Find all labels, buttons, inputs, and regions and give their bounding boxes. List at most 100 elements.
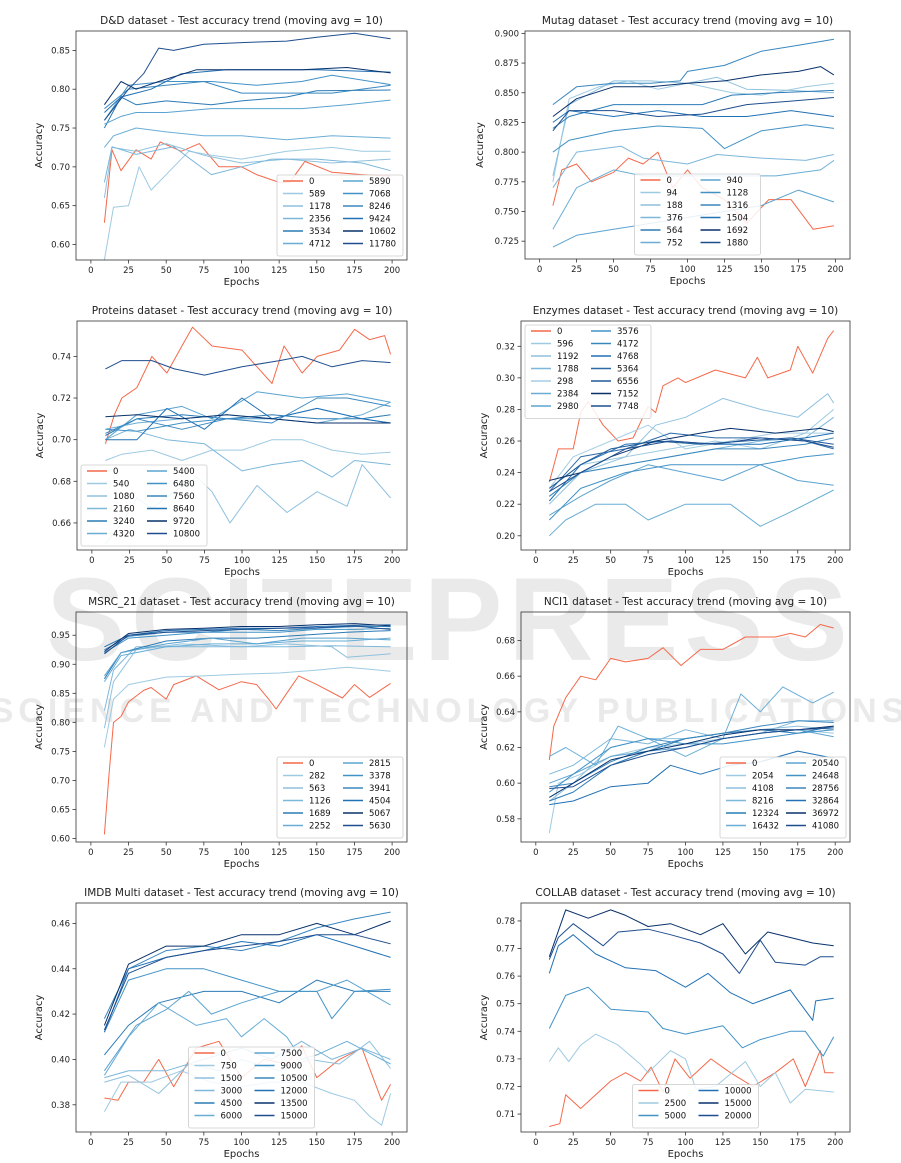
legend-item[interactable]: 4172: [591, 340, 639, 350]
legend-item[interactable]: 20540: [786, 759, 839, 769]
legend-label: 6480: [173, 480, 195, 490]
legend-item[interactable]: 16432: [726, 822, 779, 832]
legend-item[interactable]: 3378: [343, 772, 391, 782]
legend-item[interactable]: 1692: [700, 226, 749, 236]
legend-item[interactable]: 10602: [343, 227, 396, 237]
legend-item[interactable]: 6556: [591, 377, 639, 387]
legend-item[interactable]: 5067: [343, 809, 391, 819]
legend-item[interactable]: 1316: [700, 201, 749, 211]
legend-item[interactable]: 3576: [591, 327, 639, 337]
legend-item[interactable]: 2356: [283, 215, 331, 225]
legend-item[interactable]: 3941: [343, 784, 391, 794]
legend-item[interactable]: 24648: [786, 772, 839, 782]
legend-item[interactable]: 2160: [87, 505, 135, 515]
y-tick-label: 0.775: [495, 178, 519, 188]
legend-item[interactable]: 376: [640, 214, 683, 224]
legend-item[interactable]: 6480: [147, 480, 195, 490]
legend-item[interactable]: 1689: [283, 809, 331, 819]
legend-item[interactable]: 5890: [343, 177, 391, 187]
legend-item[interactable]: 5630: [343, 822, 391, 832]
legend-item[interactable]: 7068: [343, 190, 391, 200]
legend-item[interactable]: 8246: [343, 202, 391, 212]
legend-item[interactable]: 15000: [254, 1112, 308, 1122]
legend-item[interactable]: 7500: [254, 1049, 303, 1059]
legend-item[interactable]: 1788: [531, 365, 579, 375]
legend-item[interactable]: 3000: [194, 1087, 243, 1097]
legend-item[interactable]: 10500: [254, 1074, 308, 1084]
legend-item[interactable]: 9720: [147, 517, 195, 527]
legend-item[interactable]: 15000: [698, 1099, 752, 1109]
legend-item[interactable]: 1192: [531, 352, 579, 362]
legend-item[interactable]: 752: [640, 239, 683, 249]
legend-item[interactable]: 188: [640, 201, 683, 211]
y-tick-label: 0.725: [495, 237, 519, 247]
legend-item[interactable]: 0: [194, 1049, 226, 1059]
legend-item[interactable]: 12324: [726, 809, 779, 819]
legend-item[interactable]: 0: [726, 759, 757, 769]
legend-item[interactable]: 12000: [254, 1087, 308, 1097]
legend-item[interactable]: 6000: [194, 1112, 243, 1122]
legend-item[interactable]: 4320: [87, 530, 135, 540]
legend-item[interactable]: 1126: [283, 797, 331, 807]
legend-item[interactable]: 9000: [254, 1062, 303, 1072]
legend-item[interactable]: 1128: [700, 189, 749, 199]
legend-item[interactable]: 32864: [786, 797, 839, 807]
legend-item[interactable]: 4712: [283, 240, 331, 250]
legend-item[interactable]: 2815: [343, 759, 391, 769]
legend-item[interactable]: 750: [194, 1062, 237, 1072]
legend-item[interactable]: 10000: [698, 1087, 752, 1097]
legend-item[interactable]: 0: [283, 177, 314, 187]
legend-item[interactable]: 11780: [343, 240, 396, 250]
legend-item[interactable]: 5400: [147, 467, 195, 477]
legend-item[interactable]: 4504: [343, 797, 391, 807]
legend-item[interactable]: 940: [700, 176, 743, 186]
legend-item[interactable]: 3240: [87, 517, 135, 527]
legend-item[interactable]: 1178: [283, 202, 331, 212]
legend-item[interactable]: 3534: [283, 227, 331, 237]
legend-item[interactable]: 2054: [726, 772, 774, 782]
legend-item[interactable]: 7748: [591, 402, 639, 412]
legend-item[interactable]: 7560: [147, 492, 195, 502]
legend-item[interactable]: 0: [531, 327, 562, 337]
legend-item[interactable]: 28756: [786, 784, 839, 794]
legend-item[interactable]: 4108: [726, 784, 774, 794]
series-line-12000: [103, 934, 391, 1033]
legend-item[interactable]: 8640: [147, 505, 195, 515]
legend-item[interactable]: 596: [531, 340, 573, 350]
legend-item[interactable]: 2500: [638, 1099, 687, 1109]
legend-item[interactable]: 41080: [786, 822, 839, 832]
legend-item[interactable]: 589: [283, 190, 325, 200]
legend-label: 596: [557, 340, 573, 350]
legend-item[interactable]: 298: [531, 377, 573, 387]
legend-item[interactable]: 36972: [786, 809, 839, 819]
legend-item[interactable]: 563: [283, 784, 325, 794]
legend-item[interactable]: 1880: [700, 239, 749, 249]
legend-item[interactable]: 4500: [194, 1099, 243, 1109]
x-tick-label: 175: [346, 848, 362, 858]
legend-item[interactable]: 2980: [531, 402, 579, 412]
legend-item[interactable]: 0: [640, 176, 672, 186]
legend-item[interactable]: 5000: [638, 1112, 687, 1122]
legend-item[interactable]: 1500: [194, 1074, 243, 1084]
legend-item[interactable]: 0: [87, 467, 118, 477]
legend-item[interactable]: 4768: [591, 352, 639, 362]
legend-item[interactable]: 0: [283, 759, 314, 769]
legend-item[interactable]: 1504: [700, 214, 749, 224]
legend-item[interactable]: 9424: [343, 215, 391, 225]
legend-item[interactable]: 5364: [591, 365, 639, 375]
legend-item[interactable]: 13500: [254, 1099, 308, 1109]
legend-item[interactable]: 540: [87, 480, 129, 490]
legend-item[interactable]: 282: [283, 772, 325, 782]
legend-item[interactable]: 8216: [726, 797, 774, 807]
legend-item[interactable]: 2384: [531, 390, 579, 400]
legend-item[interactable]: 10800: [147, 530, 200, 540]
legend-item[interactable]: 20000: [698, 1112, 752, 1122]
legend-item[interactable]: 7152: [591, 390, 639, 400]
legend-item[interactable]: 564: [640, 226, 683, 236]
chart-proteins: Proteins dataset - Test accuracy trend (…: [35, 305, 408, 578]
legend-item[interactable]: 94: [640, 189, 678, 199]
legend-item[interactable]: 0: [638, 1087, 670, 1097]
legend-item[interactable]: 2252: [283, 822, 331, 832]
y-tick-label: 0.20: [496, 532, 515, 542]
legend-item[interactable]: 1080: [87, 492, 135, 502]
